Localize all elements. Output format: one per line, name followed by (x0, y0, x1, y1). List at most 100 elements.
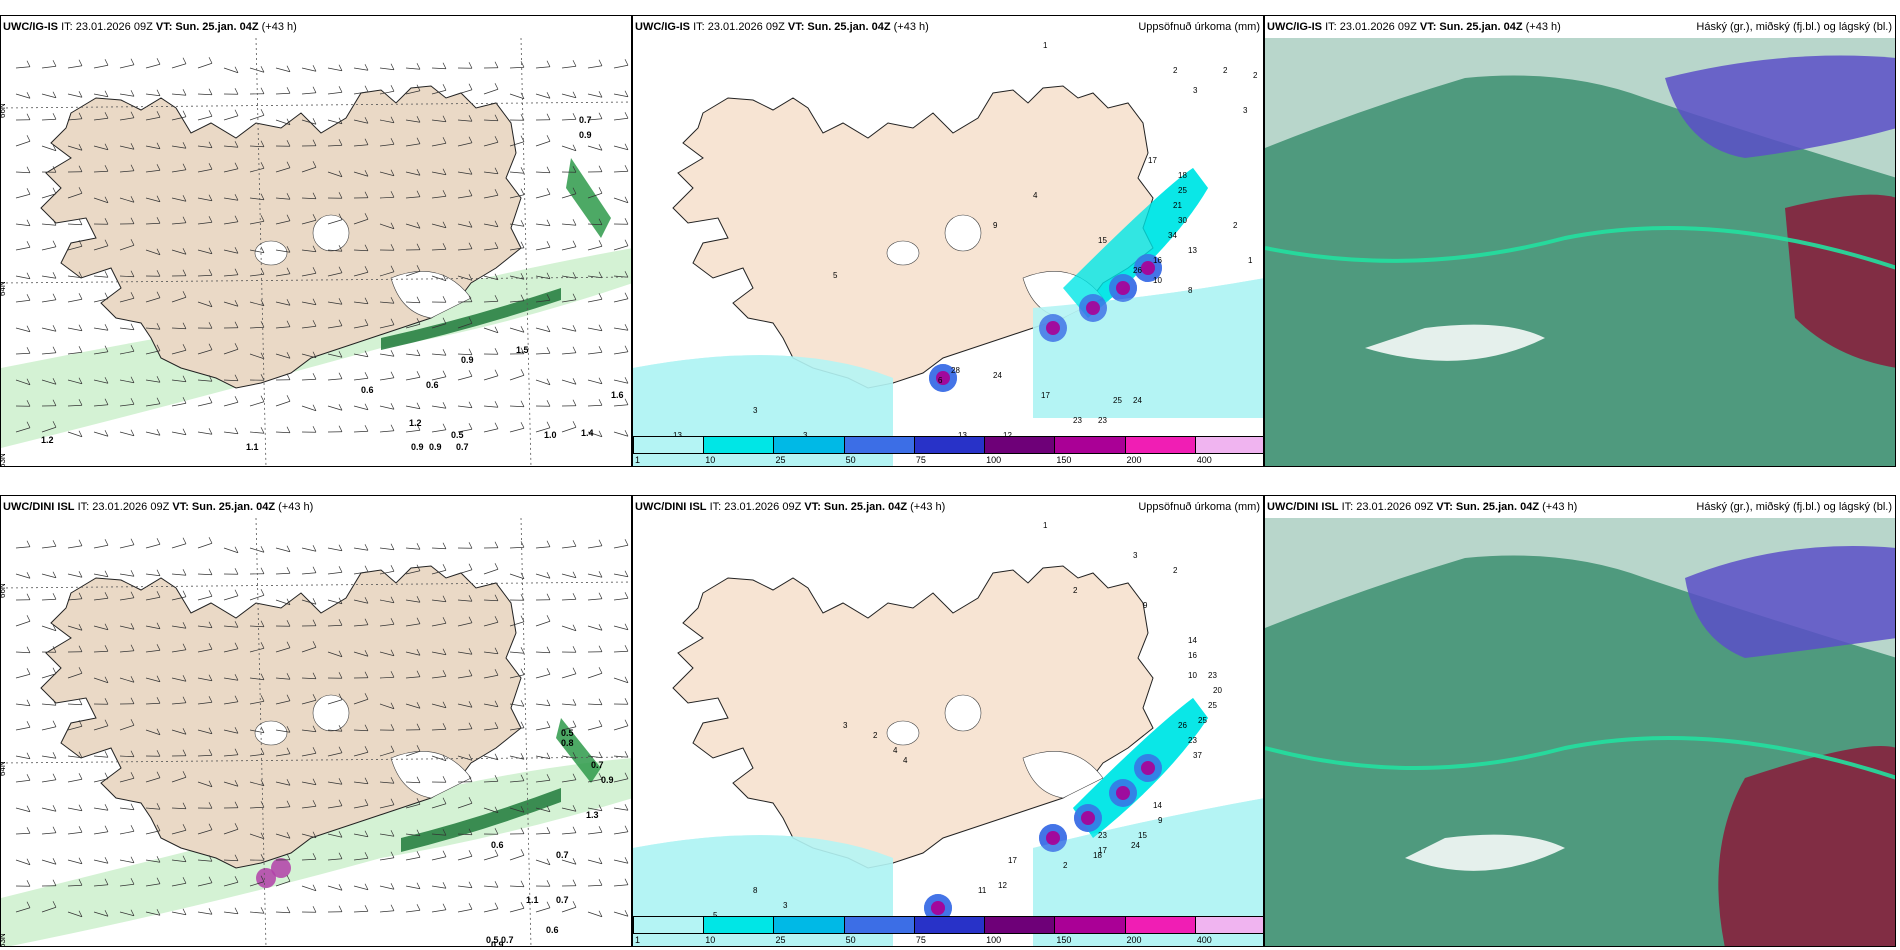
wind-barb (301, 249, 317, 253)
wind-barb (223, 547, 239, 554)
wind-barb (353, 249, 369, 252)
wind-barb-flag (286, 267, 291, 274)
wind-barb (327, 858, 343, 861)
wind-barb-flag (78, 804, 83, 811)
wind-barb-flag (390, 318, 395, 325)
wind-barb (483, 807, 499, 814)
wind-barb-flag (286, 161, 291, 168)
wind-barb-flag (624, 878, 629, 885)
precip-accum-value: 14 (1188, 636, 1197, 645)
wind-barb (613, 755, 629, 758)
wind-barb (457, 223, 473, 228)
wind-barb (119, 755, 135, 758)
wind-barb (483, 119, 499, 122)
wind-barb-flag (494, 114, 499, 121)
wind-barb-flag (468, 903, 473, 910)
wind-barb (41, 832, 57, 835)
wind-barb-flag (338, 298, 343, 305)
precip-accum-value: 12 (1003, 431, 1012, 440)
wind-barb-flag (546, 752, 551, 759)
wind-barb-flag (104, 857, 109, 864)
wind-barb (457, 569, 473, 575)
wind-barb (249, 220, 265, 225)
wind-barb-flag (182, 291, 187, 298)
wind-barb (379, 119, 395, 124)
precip-accum-value: 16 (1188, 651, 1197, 660)
wind-barb-flag (546, 347, 551, 354)
wind-barb-flag (364, 597, 369, 604)
wind-barb-flag (78, 144, 83, 151)
wind-barb-flag (338, 351, 343, 358)
wind-barb-flag (364, 799, 369, 806)
precip-accum-value: 9 (1143, 601, 1148, 610)
wind-barb-flag (208, 876, 213, 883)
wind-barb (509, 546, 525, 549)
wind-barb (561, 859, 577, 865)
wind-barb (249, 647, 265, 653)
wind-barb-flag (182, 428, 187, 435)
wind-barb-flag (104, 825, 109, 832)
wind-barb-flag (52, 421, 57, 428)
panel-subtitle: Háský (gr.), miðský (fj.bl.) og lágský (… (1696, 21, 1892, 33)
wind-barb (15, 726, 31, 731)
wind-barb (249, 881, 265, 887)
wind-barb (223, 729, 239, 734)
wind-barb (613, 351, 629, 355)
wind-barb (145, 222, 161, 225)
wind-barb (67, 118, 83, 121)
wind-barb (405, 833, 421, 837)
wind-barb (119, 297, 135, 303)
wind-barb-flag (442, 850, 447, 857)
wind-barb (301, 301, 317, 306)
wind-barb (67, 431, 83, 438)
precip-max-core (1081, 811, 1095, 825)
wind-barb (145, 596, 161, 601)
precip-map[interactable]: 12 22331718252130341316261081594212462817… (633, 38, 1264, 467)
wind-barb (431, 353, 447, 356)
wind-barb (561, 545, 577, 549)
precip-accum-value: 13 (673, 431, 682, 440)
wind-barb-flag (182, 110, 187, 117)
wind-barb-flag (572, 113, 577, 120)
wind-barb (223, 648, 239, 653)
wind-barb-flag (286, 875, 291, 882)
wind-barb-flag (442, 317, 447, 324)
wind-barb-flag (156, 270, 161, 277)
wind-barb (67, 275, 83, 279)
wind-barb (275, 67, 291, 73)
wind-barb-flag (26, 421, 31, 428)
wind-barb-flag (104, 719, 109, 726)
cloud-map[interactable] (1265, 518, 1896, 947)
wind-barb (171, 93, 187, 96)
cloud-map[interactable] (1265, 38, 1896, 467)
wind-barb-flag (156, 697, 161, 704)
wind-barb (405, 623, 421, 627)
precip-accum-value: 4 (903, 756, 908, 765)
wind-barb-flag (312, 725, 317, 732)
wind-barb-flag (182, 908, 187, 915)
precip-max-core (1141, 261, 1155, 275)
wind-barb (431, 67, 447, 70)
wind-barb (119, 170, 135, 173)
wind-barb (249, 700, 265, 705)
colorbar-cell (1124, 916, 1196, 934)
wind-barbs (15, 57, 629, 438)
wind-map[interactable]: 66N64N63N20W15W0.50.80.70.91.30.70.61.10… (1, 518, 632, 947)
wind-barb-flag (182, 569, 187, 576)
wind-map[interactable]: 66N64N63N20W15W0.70.91.21.10.90.50.70.91… (1, 38, 632, 467)
wind-barb-flag (598, 571, 603, 578)
wind-barb-flag (546, 646, 551, 653)
wind-barb-flag (598, 430, 603, 437)
wind-barb-flag (416, 745, 421, 752)
wind-barb-flag (104, 239, 109, 246)
wind-barb (431, 89, 447, 95)
wind-barb (457, 275, 473, 281)
precip-accum-value: 1 (1248, 256, 1253, 265)
wind-barb-flag (156, 291, 161, 298)
wind-barb (41, 598, 57, 601)
wind-barb (509, 674, 525, 679)
wind-barb-flag (468, 242, 473, 249)
wind-barb (561, 703, 577, 706)
wind-barb (301, 646, 317, 653)
